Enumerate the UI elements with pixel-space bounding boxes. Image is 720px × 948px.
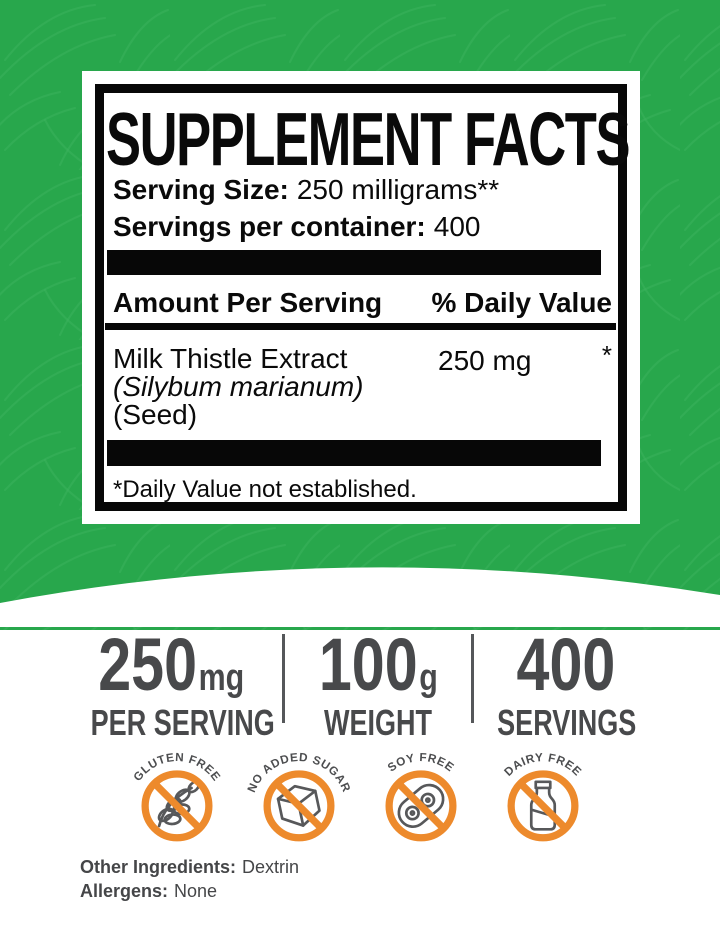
prohibition-ring bbox=[141, 770, 213, 842]
stat-per-serving-value: 250 bbox=[98, 623, 197, 706]
other-ingredients-value: Dextrin bbox=[242, 857, 300, 877]
panel-title: SUPPLEMENT FACTS bbox=[106, 97, 630, 181]
free-from-badges-row: GLUTEN FREE NO ADDED SUGAR bbox=[0, 741, 720, 845]
amount-per-serving-header: Amount Per Serving bbox=[113, 287, 383, 318]
serving-size-value: 250 milligrams** bbox=[296, 174, 500, 205]
prohibition-slash bbox=[149, 778, 205, 834]
curved-section-divider bbox=[0, 567, 720, 627]
stat-servings-label: SERVINGS bbox=[497, 702, 637, 743]
ingredient-amount-cell: 250 mg bbox=[438, 345, 532, 376]
servings-per-container-value: 400 bbox=[433, 211, 481, 242]
ingredient-latin-name: (Silybum marianum) bbox=[113, 371, 364, 402]
prohibition-slash bbox=[271, 778, 327, 834]
allergens-row: Allergens: None bbox=[80, 879, 299, 903]
other-ingredients-label: Other Ingredients: bbox=[80, 857, 237, 877]
stat-weight-unit: g bbox=[418, 657, 438, 699]
thin-divider-rule bbox=[105, 323, 616, 330]
stat-servings-value: 400 bbox=[516, 623, 616, 706]
stats-row: 250 mg PER SERVING 100 g WEIGHT 400 bbox=[0, 627, 720, 741]
prohibition-ring bbox=[385, 770, 457, 842]
serving-size-row: Serving Size: 250 milligrams** bbox=[113, 175, 499, 205]
stats-divider bbox=[282, 634, 285, 723]
allergens-label: Allergens: bbox=[80, 881, 169, 901]
daily-value-header: % Daily Value bbox=[431, 287, 612, 318]
other-ingredients-row: Other Ingredients: Dextrin bbox=[80, 855, 299, 879]
ingredient-name-cell: Milk Thistle Extract (Silybum marianum) … bbox=[113, 345, 364, 429]
supplement-facts-panel: SUPPLEMENT FACTS Serving Size: 250 millig… bbox=[82, 71, 640, 524]
thick-divider-bar-top bbox=[107, 250, 601, 275]
servings-per-container-row: Servings per container: 400 bbox=[113, 212, 480, 242]
allergens-value: None bbox=[174, 881, 218, 901]
daily-value-footnote: *Daily Value not established. bbox=[113, 476, 417, 503]
ingredient-name: Milk Thistle Extract bbox=[113, 343, 348, 374]
prohibition-ring bbox=[507, 770, 579, 842]
ingredient-daily-value-cell: * bbox=[601, 340, 612, 370]
ingredients-footer: Other Ingredients: Dextrin Allergens: None bbox=[80, 855, 299, 903]
servings-per-container-label: Servings per container: bbox=[113, 211, 426, 242]
ingredient-plant-part: (Seed) bbox=[113, 399, 198, 430]
no-added-sugar-badge: NO ADDED SUGAR bbox=[245, 751, 352, 842]
dairy-free-badge: DAIRY FREE bbox=[502, 751, 583, 842]
table-header-row: Amount Per Serving % Daily Value bbox=[113, 287, 612, 319]
stat-per-serving-label: PER SERVING bbox=[90, 702, 275, 743]
soy-free-badge: SOY FREE bbox=[385, 751, 457, 842]
stat-weight-label: WEIGHT bbox=[323, 702, 432, 743]
prohibition-ring bbox=[263, 770, 335, 842]
serving-size-label: Serving Size: bbox=[113, 174, 289, 205]
thick-divider-bar-bottom bbox=[107, 440, 601, 466]
prohibition-slash bbox=[515, 778, 571, 834]
stat-servings: 400 SERVINGS bbox=[474, 627, 660, 741]
panel-border: SUPPLEMENT FACTS Serving Size: 250 millig… bbox=[95, 84, 630, 511]
gluten-free-label: GLUTEN FREE bbox=[131, 751, 222, 784]
stat-per-serving-unit: mg bbox=[198, 657, 244, 699]
stat-per-serving: 250 mg PER SERVING bbox=[60, 627, 282, 741]
svg-text:GLUTEN FREE: GLUTEN FREE bbox=[131, 751, 223, 784]
stats-divider bbox=[471, 634, 474, 723]
stat-weight: 100 g WEIGHT bbox=[285, 627, 471, 741]
gluten-free-badge: GLUTEN FREE bbox=[131, 751, 223, 842]
stat-weight-value: 100 bbox=[318, 623, 418, 706]
prohibition-slash bbox=[393, 778, 449, 834]
